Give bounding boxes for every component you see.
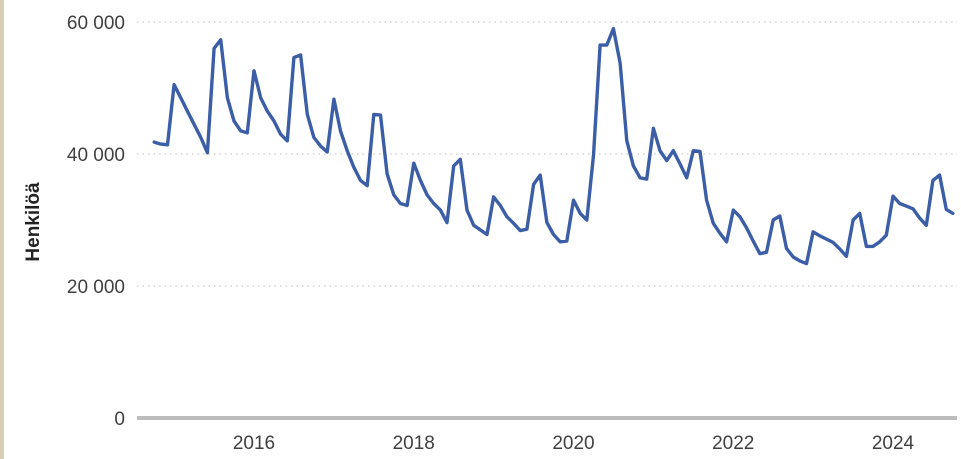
- y-tick-label: 0: [114, 409, 125, 430]
- x-tick-label: 2020: [552, 433, 594, 454]
- gridlines: [137, 21, 957, 420]
- series: [152, 26, 955, 266]
- x-tick-label: 2016: [233, 433, 275, 454]
- x-tick-label: 2024: [872, 433, 915, 454]
- series-line: [152, 26, 955, 266]
- y-axis-title: Henkilöä: [23, 182, 44, 262]
- y-tick-label: 20 000: [67, 277, 125, 298]
- axes: 0 20 000 40 000 60 000 2016 2018 2020 2022 2024: [67, 13, 915, 454]
- y-tick-label: 60 000: [67, 13, 125, 34]
- x-tick-label: 2022: [712, 433, 754, 454]
- x-tick-label: 2018: [393, 433, 435, 454]
- y-tick-label: 40 000: [67, 145, 125, 166]
- left-border: [0, 0, 4, 459]
